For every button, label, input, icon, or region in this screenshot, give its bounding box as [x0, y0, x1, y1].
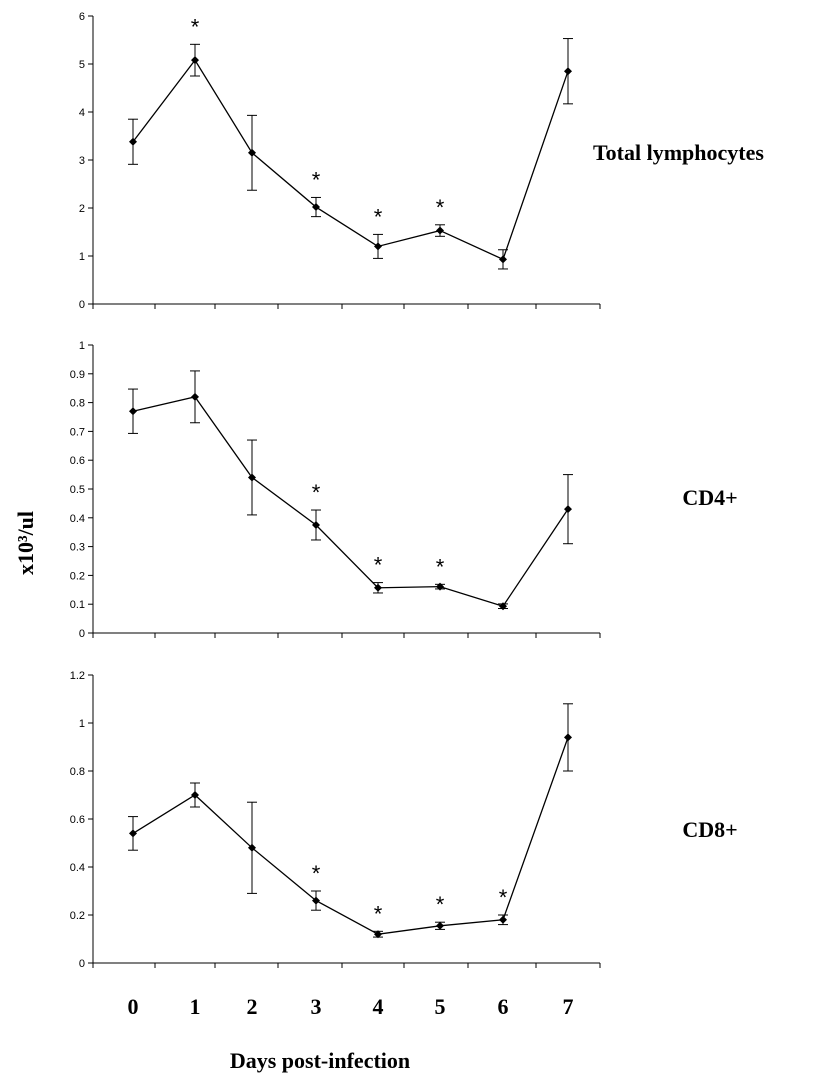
significance-mark: *	[374, 204, 383, 229]
series-line	[132, 737, 569, 935]
data-point	[191, 791, 199, 799]
significance-mark: *	[312, 861, 321, 886]
y-tick-label: 5	[79, 59, 85, 71]
data-point	[129, 407, 137, 416]
significance-mark: *	[374, 901, 383, 926]
data-point	[564, 505, 572, 514]
data-point	[499, 255, 507, 264]
y-tick-label: 0.5	[70, 484, 85, 496]
data-point	[436, 582, 444, 591]
series-line	[132, 396, 569, 607]
y-tick-label: 1	[79, 251, 85, 263]
y-tick-label: 0	[79, 299, 85, 311]
y-tick-label: 4	[79, 107, 85, 119]
data-point	[312, 521, 320, 529]
y-tick-label: 6	[79, 11, 85, 23]
data-point	[248, 843, 256, 852]
x-category-label: 1	[190, 994, 201, 1019]
y-tick-label: 0.3	[70, 542, 85, 554]
panels: 0 1 2 3 4 5 6 * * * * Total lymphocytes 0 0.1 0.2 0.3 0.…	[70, 11, 765, 970]
data-point	[312, 896, 320, 905]
y-tick-label: 1	[79, 340, 85, 352]
y-tick-label: 0.4	[70, 513, 85, 525]
y-tick-label: 0.2	[70, 570, 85, 582]
data-point	[564, 733, 572, 742]
chart-panel-1: 0 1 2 3 4 5 6 * * * * Total lymphocytes	[79, 11, 764, 311]
data-point	[129, 829, 137, 838]
y-tick-label: 1.2	[70, 670, 85, 682]
significance-mark: *	[499, 885, 508, 910]
x-category-labels: 0 1 2 3 4 5 6 7	[128, 994, 574, 1019]
y-tick-label: 0.2	[70, 910, 85, 922]
y-tick-label: 1	[79, 718, 85, 730]
y-tick-label: 2	[79, 203, 85, 215]
panel-label: Total lymphocytes	[593, 140, 764, 165]
x-axis-title: Days post-infection	[230, 1048, 410, 1073]
chart-panel-3: 0 0.2 0.4 0.6 0.8 1 1.2 * * * * CD8+	[70, 670, 738, 970]
significance-mark: *	[436, 892, 445, 917]
chart-panel-2: 0 0.1 0.2 0.3 0.4 0.5 0.6 0.7 0.8 0.9 1 * * * CD4+	[70, 340, 738, 640]
data-point	[248, 148, 256, 157]
y-tick-label: 0.9	[70, 369, 85, 381]
data-point	[499, 915, 507, 924]
significance-mark: *	[374, 553, 383, 578]
data-point	[499, 602, 507, 611]
significance-mark: *	[436, 554, 445, 579]
y-tick-label: 3	[79, 155, 85, 167]
y-tick-label: 0.7	[70, 426, 85, 438]
panel-label: CD8+	[682, 817, 737, 842]
data-point	[436, 921, 444, 930]
y-tick-label: 0.4	[70, 862, 85, 874]
x-category-label: 5	[435, 994, 446, 1019]
y-tick-label: 0.8	[70, 766, 85, 778]
data-point	[191, 392, 199, 401]
significance-mark: *	[312, 167, 321, 192]
y-tick-label: 0.6	[70, 455, 85, 467]
data-point	[374, 242, 382, 251]
y-tick-label: 0.6	[70, 814, 85, 826]
x-category-label: 0	[128, 994, 139, 1019]
data-point	[564, 67, 572, 76]
data-point	[129, 137, 137, 146]
significance-mark: *	[191, 14, 200, 39]
y-tick-label: 0.1	[70, 599, 85, 611]
x-category-label: 3	[311, 994, 322, 1019]
data-point	[191, 56, 199, 65]
data-point	[436, 226, 444, 235]
x-category-label: 2	[247, 994, 258, 1019]
y-axis-title: x10³/ul	[13, 511, 38, 575]
y-tick-label: 0	[79, 628, 85, 640]
panel-label: CD4+	[682, 485, 737, 510]
data-point	[312, 203, 320, 212]
series-line	[132, 59, 569, 261]
y-tick-label: 0	[79, 958, 85, 970]
data-point	[374, 930, 382, 939]
x-category-label: 7	[563, 994, 574, 1019]
x-category-label: 6	[498, 994, 509, 1019]
significance-mark: *	[312, 480, 321, 505]
x-category-label: 4	[373, 994, 384, 1019]
significance-mark: *	[436, 195, 445, 220]
data-point	[374, 583, 382, 592]
y-tick-label: 0.8	[70, 398, 85, 410]
data-point	[248, 473, 256, 482]
